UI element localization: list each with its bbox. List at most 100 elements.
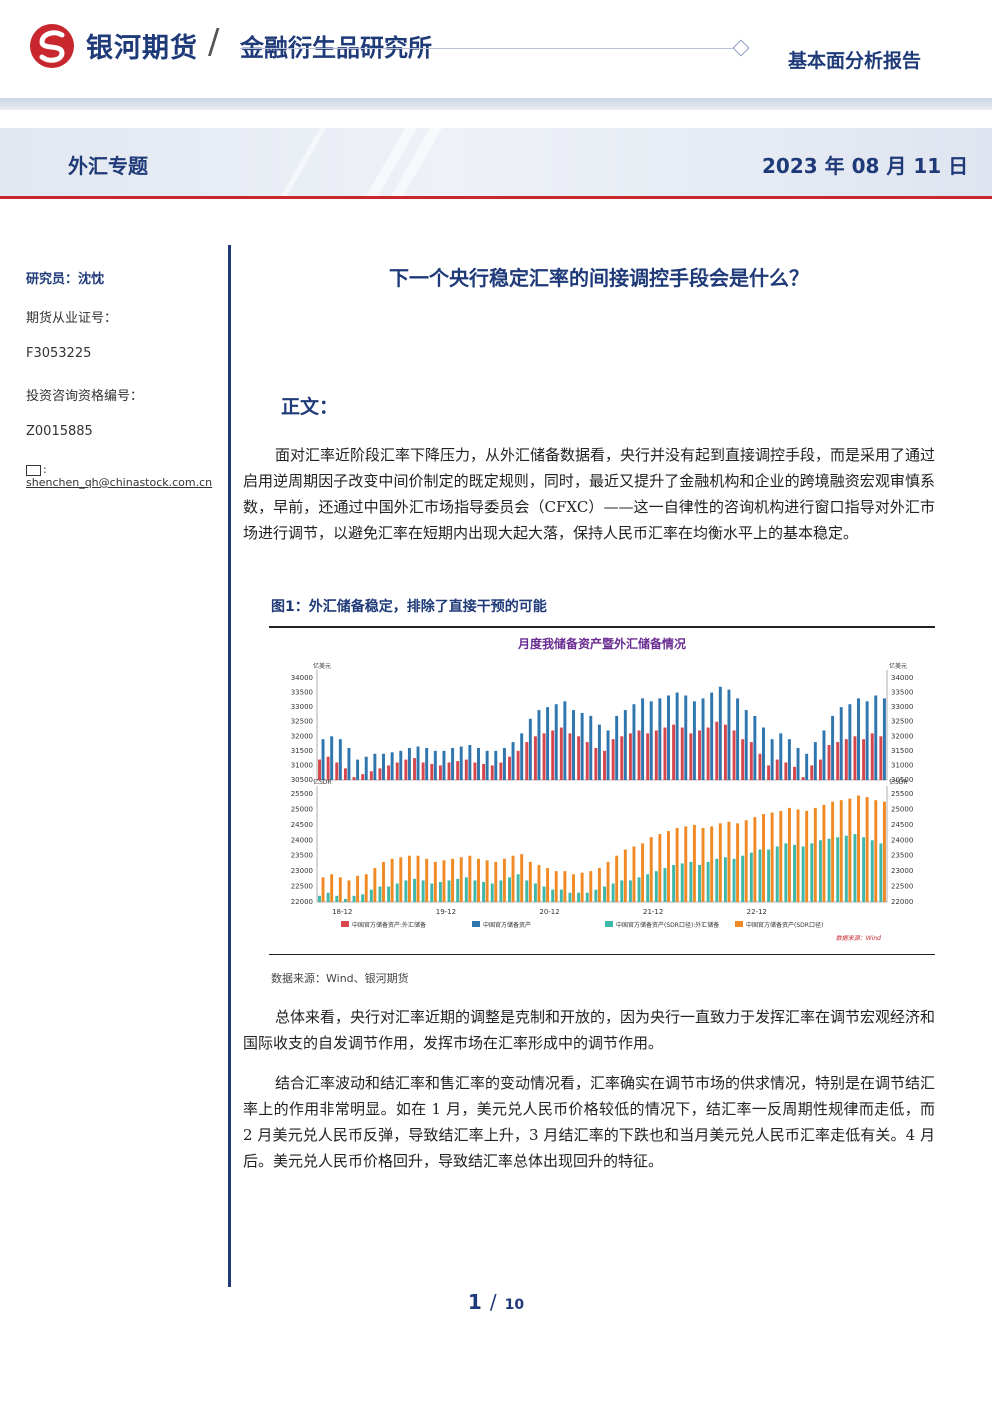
bar [494, 750, 498, 780]
bar [658, 698, 662, 780]
bar [848, 798, 852, 902]
bar [680, 863, 684, 902]
researcher-name: 研究员：沈忱 [26, 272, 105, 287]
bar [326, 892, 330, 902]
article-title: 下一个央行稳定汇率的间接调控手段会是什么？ [389, 266, 809, 290]
bar [399, 857, 403, 902]
y-tick-label-left: 22500 [291, 883, 313, 891]
bar [663, 727, 667, 780]
y-tick-label-right: 33000 [891, 703, 913, 711]
band-divider [0, 196, 992, 199]
bar [499, 880, 503, 902]
bar [451, 858, 455, 902]
bar [784, 762, 788, 780]
bar [516, 750, 520, 780]
paragraph-3: 结合汇率波动和结汇率和售汇率的变动情况看，汇率确实在调节市场的供求情况，特别是在… [243, 1074, 936, 1170]
bar [378, 768, 382, 780]
bar [839, 707, 843, 780]
bar [551, 730, 555, 780]
bar [667, 831, 670, 902]
bar [870, 733, 874, 780]
y-tick-label-left: 31000 [291, 761, 313, 769]
bar [559, 727, 563, 780]
y-tick-label-right: 31000 [891, 761, 913, 769]
bar [706, 727, 710, 780]
x-tick-label: 21-12 [643, 908, 663, 916]
bar [706, 861, 710, 902]
company-name: 银河期货 [86, 33, 198, 64]
legend-swatch [605, 921, 613, 927]
bar [672, 864, 676, 902]
bar [528, 718, 532, 780]
bar [836, 837, 840, 902]
bar [827, 838, 831, 902]
bar [710, 826, 714, 902]
decor-stripe [274, 118, 332, 208]
bar [831, 801, 835, 902]
y-tick-label-right: 34000 [891, 674, 913, 682]
bar [425, 858, 429, 902]
legend-label: 中国官方储备资产(SDR口径) [746, 921, 823, 929]
bar [848, 704, 852, 780]
bar [744, 820, 748, 902]
header-slash: / [208, 22, 220, 62]
bar [698, 730, 701, 780]
bar [542, 886, 546, 902]
bar [369, 771, 373, 780]
bar [430, 763, 434, 780]
bar [430, 883, 434, 902]
bar [623, 710, 627, 780]
x-tick-label: 22-12 [747, 908, 767, 916]
bar [356, 759, 360, 780]
bar [646, 733, 650, 780]
bar [520, 854, 524, 902]
bar [818, 840, 822, 902]
bar [637, 730, 641, 780]
bar [758, 849, 762, 902]
bar [723, 724, 727, 780]
bar [321, 877, 325, 902]
bar [805, 810, 809, 902]
bar [787, 739, 791, 780]
page-header: 银河期货 / 金融衍生品研究所 基本面分析报告 [0, 0, 992, 100]
bar [421, 880, 425, 902]
bar [473, 762, 477, 780]
bar [525, 742, 529, 780]
bar [404, 880, 408, 902]
bar [572, 710, 575, 780]
bar [508, 877, 511, 902]
bar [390, 858, 394, 902]
bar [568, 733, 572, 780]
bar [793, 844, 796, 902]
bar [343, 898, 347, 902]
bar [485, 860, 489, 902]
bar [589, 715, 593, 780]
bar [546, 868, 550, 902]
bar [736, 823, 740, 902]
bar [675, 827, 679, 902]
bar [775, 846, 779, 902]
bar [606, 730, 610, 780]
email-link[interactable]: shenchen_qh@chinastock.com.cn [26, 476, 213, 489]
bar [749, 742, 753, 780]
bar [473, 880, 477, 902]
bar [442, 750, 446, 780]
bar [623, 849, 627, 902]
bar [338, 739, 342, 780]
bar [580, 872, 584, 902]
bar [620, 880, 624, 902]
bar [865, 701, 869, 780]
bar [352, 777, 356, 780]
chart-source-note: 数据来源：Wind [836, 934, 881, 942]
bar [672, 724, 676, 780]
bar [554, 871, 558, 902]
bar [361, 774, 365, 780]
bar [326, 756, 330, 780]
bar [836, 742, 840, 780]
bar [343, 768, 347, 780]
bar [516, 874, 520, 902]
bar [413, 878, 416, 902]
bar [770, 739, 774, 780]
bar [770, 812, 774, 902]
figure-source: 数据来源：Wind、银河期货 [271, 972, 409, 985]
